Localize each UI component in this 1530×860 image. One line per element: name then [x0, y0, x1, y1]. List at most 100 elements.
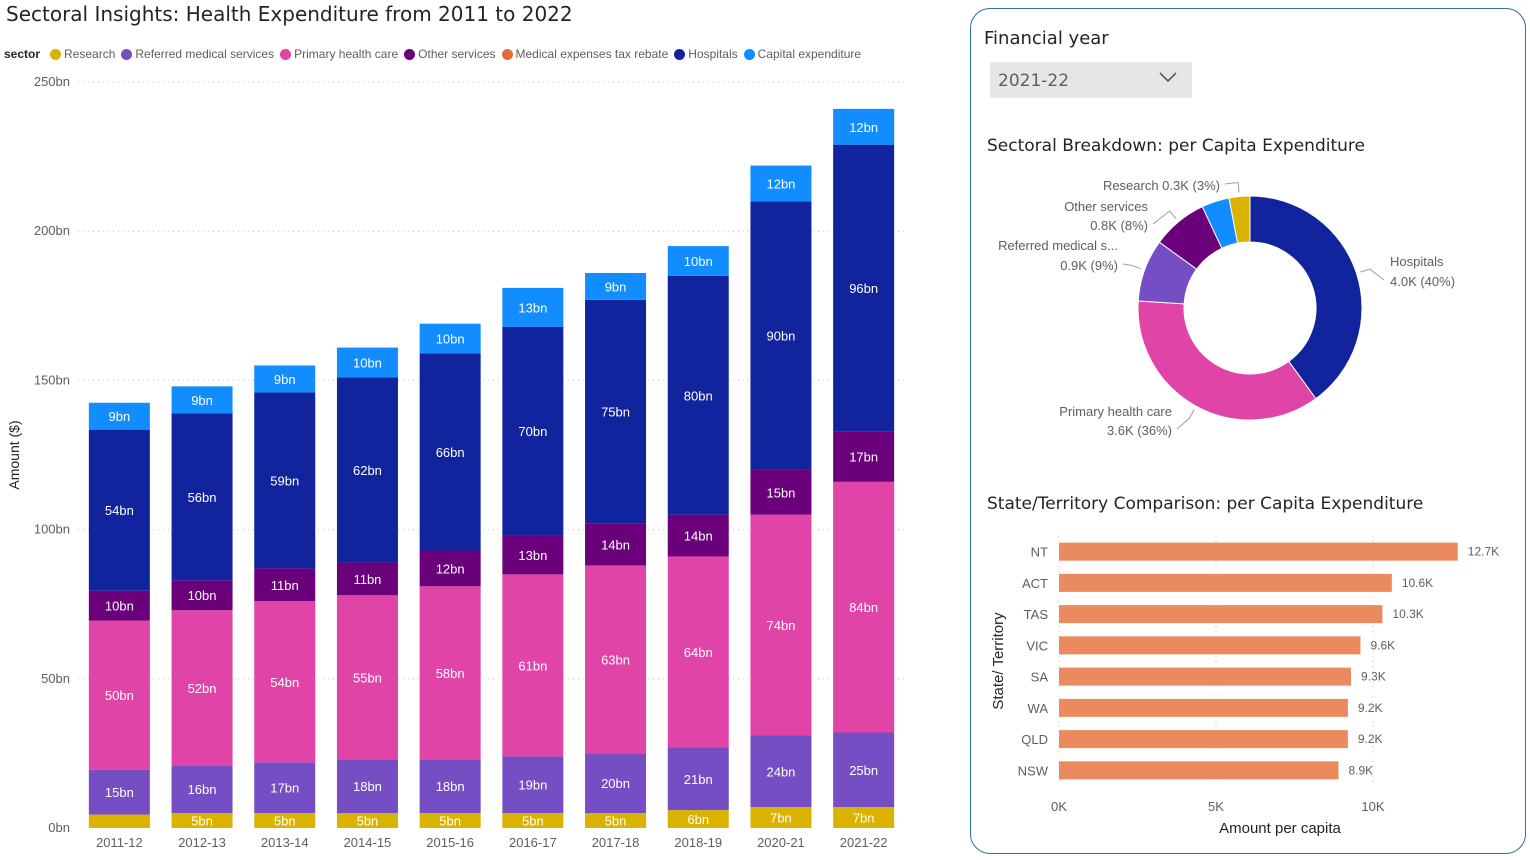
bar-segment: [502, 813, 564, 828]
bar-segment: [833, 431, 895, 482]
y-tick-label: 150bn: [34, 372, 70, 387]
bar-segment: [667, 747, 729, 811]
data-label: 17bn: [270, 781, 299, 796]
data-label: 56bn: [188, 490, 217, 505]
bar-segment: [171, 580, 233, 611]
bar-segment: [502, 756, 564, 814]
bar-segment: [171, 765, 233, 814]
y-tick-label: 250bn: [34, 74, 70, 89]
data-label: 12bn: [849, 120, 878, 135]
bar-segment: [336, 347, 398, 378]
data-label: 15bn: [105, 785, 134, 800]
y-tick-label: 0bn: [48, 820, 70, 835]
data-label: 18bn: [436, 779, 465, 794]
data-label: 18bn: [353, 779, 382, 794]
legend-item-other-services[interactable]: Other services: [404, 47, 496, 61]
data-label: 5bn: [274, 814, 296, 829]
bar-segment: [750, 735, 812, 808]
legend-title: sector: [4, 47, 41, 61]
chart-legend: sector Research Referred medical service…: [4, 47, 867, 61]
data-label: 15bn: [766, 485, 795, 500]
legend-swatch: [404, 48, 416, 60]
bar-segment: [254, 813, 316, 828]
y-axis-title: Amount ($): [6, 420, 22, 489]
bar-segment: [502, 326, 564, 536]
filter-panel: [970, 8, 1526, 854]
legend-swatch: [280, 48, 292, 60]
bar-segment: [585, 813, 647, 828]
data-label: 54bn: [270, 675, 299, 690]
bar-segment: [171, 386, 233, 414]
data-label: 7bn: [770, 811, 792, 826]
data-label: 50bn: [105, 688, 134, 703]
x-tick-label: 2021-22: [840, 835, 888, 850]
legend-item-referred-medical-services[interactable]: Referred medical services: [121, 47, 274, 61]
dropdown-selected-value: 2021-22: [998, 71, 1070, 91]
bar-segment: [171, 413, 233, 581]
data-label: 55bn: [353, 670, 382, 685]
legend-item-primary-health-care[interactable]: Primary health care: [280, 47, 398, 61]
bar-segment: [833, 481, 895, 733]
data-label: 10bn: [353, 355, 382, 370]
data-label: 14bn: [601, 538, 630, 553]
bar-segment: [667, 556, 729, 748]
data-label: 9bn: [108, 409, 130, 424]
bar-segment: [336, 377, 398, 563]
x-tick-label: 2011-12: [96, 835, 143, 850]
data-label: 96bn: [849, 281, 878, 296]
data-label: 20bn: [601, 776, 630, 791]
bar-segment: [419, 323, 481, 354]
bar-chart-title: State/Territory Comparison: per Capita E…: [987, 494, 1424, 514]
legend-item-capital-expenditure[interactable]: Capital expenditure: [743, 47, 861, 61]
stacked-bar-chart: 0bn 50bn 100bn 150bn 200bn 250bn Amount ($) 15b…: [6, 74, 905, 850]
donut-chart-title: Sectoral Breakdown: per Capita Expenditu…: [987, 136, 1365, 156]
x-tick-label: 2018-19: [674, 835, 722, 850]
data-label: 25bn: [849, 763, 878, 778]
bar-segment: [88, 590, 150, 621]
legend-label: Medical expenses tax rebate: [515, 47, 669, 61]
legend-swatch: [501, 48, 513, 60]
x-tick-label: 2013-14: [261, 835, 309, 850]
bar-segment: [750, 201, 812, 470]
x-tick-label: 2017-18: [592, 835, 640, 850]
data-label: 63bn: [601, 652, 630, 667]
bar-segment: [667, 275, 729, 515]
data-label: 11bn: [353, 572, 381, 587]
bar-segment: [750, 514, 812, 736]
legend-swatch: [743, 48, 755, 60]
data-label: 6bn: [687, 812, 709, 827]
x-tick-label: 2015-16: [426, 835, 474, 850]
data-label: 16bn: [188, 782, 217, 797]
legend-label: Research: [64, 47, 116, 61]
data-label: 11bn: [271, 578, 299, 593]
financial-year-dropdown[interactable]: 2021-22: [990, 62, 1192, 98]
data-label: 14bn: [684, 529, 713, 544]
legend-item-medical-expenses-tax-rebate[interactable]: Medical expenses tax rebate: [501, 47, 669, 61]
data-label: 5bn: [357, 814, 379, 829]
legend-item-research[interactable]: Research: [50, 47, 115, 61]
data-label: 5bn: [191, 814, 213, 829]
data-label: 54bn: [105, 503, 134, 518]
legend-label: Referred medical services: [135, 47, 275, 61]
data-label: 7bn: [853, 811, 875, 826]
bar-segment: [171, 813, 233, 828]
bar-segment: [667, 246, 729, 276]
bar-segment: [750, 469, 812, 515]
bar-segment: [585, 565, 647, 754]
bar-segment: [419, 550, 481, 587]
data-label: 80bn: [684, 388, 713, 403]
data-label: 61bn: [518, 658, 547, 673]
bar-segment: [419, 813, 481, 828]
data-label: 12bn: [436, 561, 465, 576]
bar-segment: [88, 620, 150, 770]
data-label: 52bn: [188, 681, 217, 696]
y-tick-label: 50bn: [41, 671, 70, 686]
data-label: 9bn: [605, 279, 627, 294]
bar-segment: [171, 610, 233, 766]
data-label: 13bn: [518, 300, 547, 315]
bar-segment: [502, 535, 564, 575]
bar-segment: [336, 759, 398, 814]
bar-segment: [336, 562, 398, 596]
legend-item-hospitals[interactable]: Hospitals: [674, 47, 738, 61]
legend-swatch: [674, 48, 686, 60]
